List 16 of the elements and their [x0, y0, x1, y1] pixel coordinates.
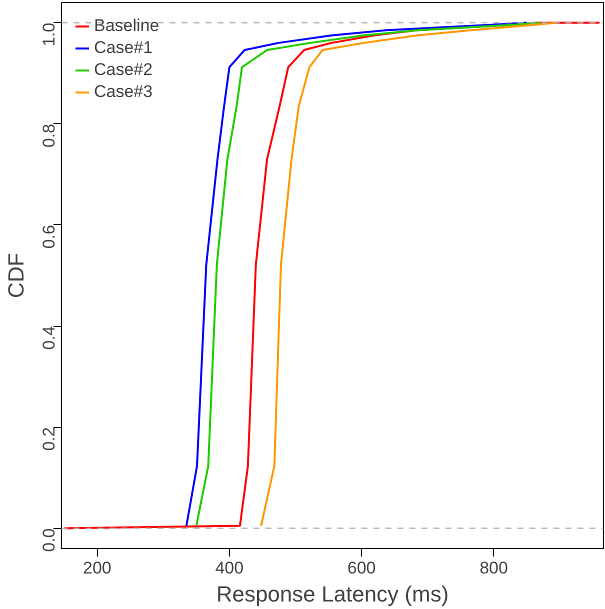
legend-label: Case#3 — [94, 82, 153, 102]
x-tick-label: 200 — [83, 558, 112, 578]
x-tick-label: 800 — [480, 558, 508, 578]
y-tick-label: 0.2 — [40, 427, 58, 451]
x-tick-label: 400 — [215, 558, 244, 578]
x-tick-label: 600 — [347, 558, 376, 578]
legend-label: Case#2 — [94, 60, 153, 80]
y-tick-label: 0.4 — [40, 326, 58, 350]
y-tick-label: 0.8 — [40, 124, 58, 148]
legend-label: Baseline — [94, 16, 160, 36]
x-axis-title: Response Latency (ms) — [216, 582, 449, 606]
y-axis-title: CDF — [4, 252, 28, 298]
y-tick-label: 0.0 — [40, 528, 58, 552]
legend-label: Case#1 — [94, 38, 153, 58]
y-tick-label: 0.6 — [40, 224, 58, 249]
y-tick-label: 1.0 — [40, 22, 58, 46]
